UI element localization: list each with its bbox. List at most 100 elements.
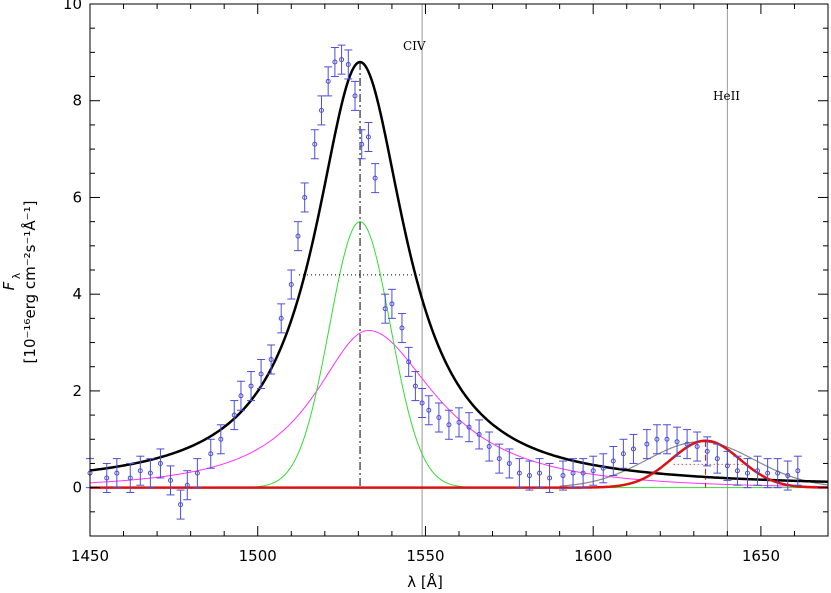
data-point bbox=[411, 371, 420, 402]
data-point bbox=[515, 458, 524, 489]
data-point bbox=[324, 66, 333, 97]
data-point bbox=[743, 458, 752, 489]
data-point bbox=[166, 465, 175, 496]
data-marker bbox=[664, 436, 670, 442]
x-tick-label: 1550 bbox=[406, 547, 444, 565]
data-point bbox=[146, 458, 155, 489]
data-point bbox=[793, 455, 802, 486]
y-tick-label: 10 bbox=[63, 0, 82, 13]
data-marker bbox=[785, 473, 791, 479]
data-marker bbox=[610, 458, 616, 464]
data-point bbox=[444, 409, 453, 440]
data-marker bbox=[570, 470, 576, 476]
data-marker bbox=[372, 175, 378, 181]
data-marker bbox=[694, 444, 700, 450]
data-marker bbox=[590, 468, 596, 474]
data-point bbox=[357, 129, 366, 160]
data-marker bbox=[339, 57, 345, 63]
data-point bbox=[619, 438, 628, 469]
data-point bbox=[126, 462, 135, 493]
data-marker bbox=[684, 441, 690, 447]
data-marker bbox=[734, 468, 740, 474]
data-point bbox=[330, 47, 339, 78]
data-marker bbox=[114, 470, 120, 476]
data-marker bbox=[714, 456, 720, 462]
data-marker bbox=[486, 444, 492, 450]
data-marker bbox=[104, 475, 110, 481]
data-marker bbox=[436, 415, 442, 421]
data-point bbox=[102, 462, 111, 493]
data-point bbox=[310, 129, 319, 160]
data-marker bbox=[137, 468, 143, 474]
data-marker bbox=[456, 419, 462, 425]
data-point bbox=[713, 443, 722, 474]
data-point bbox=[351, 80, 360, 111]
data-point bbox=[317, 95, 326, 126]
data-point bbox=[495, 443, 504, 474]
data-marker bbox=[184, 482, 190, 488]
data-marker bbox=[208, 451, 214, 457]
data-point bbox=[589, 455, 598, 486]
data-point bbox=[183, 470, 192, 501]
y-axis-symbol-main: F bbox=[0, 281, 18, 290]
data-marker bbox=[630, 446, 636, 452]
total-fit-curve bbox=[89, 60, 829, 484]
data-marker bbox=[194, 470, 200, 476]
data-marker bbox=[560, 473, 566, 479]
data-marker bbox=[775, 470, 781, 476]
y-tick-label: 8 bbox=[72, 92, 82, 110]
data-point bbox=[236, 380, 245, 411]
data-marker bbox=[352, 93, 358, 99]
data-marker bbox=[312, 141, 318, 147]
data-marker bbox=[399, 325, 405, 331]
data-marker bbox=[278, 315, 284, 321]
data-point bbox=[300, 182, 309, 213]
data-point bbox=[136, 455, 145, 486]
data-marker bbox=[466, 424, 472, 430]
data-marker bbox=[724, 463, 730, 469]
data-point bbox=[176, 489, 185, 520]
data-point bbox=[662, 424, 671, 455]
y-tick-label: 2 bbox=[72, 382, 82, 400]
data-point bbox=[773, 458, 782, 489]
data-marker bbox=[674, 439, 680, 445]
data-marker bbox=[268, 356, 274, 362]
data-marker bbox=[168, 477, 174, 483]
data-marker bbox=[419, 400, 425, 406]
data-marker bbox=[127, 475, 133, 481]
data-point bbox=[387, 288, 396, 319]
data-point bbox=[397, 313, 406, 344]
data-point bbox=[337, 44, 346, 75]
data-marker bbox=[654, 436, 660, 442]
heii-broad-curve bbox=[559, 441, 829, 487]
data-marker bbox=[302, 194, 308, 200]
data-marker bbox=[412, 383, 418, 389]
heii-fit-curve bbox=[90, 439, 829, 489]
data-marker bbox=[755, 468, 761, 474]
data-point bbox=[673, 426, 682, 457]
data-point bbox=[753, 455, 762, 486]
data-point bbox=[364, 121, 373, 153]
y-tick-label: 0 bbox=[72, 479, 82, 497]
data-marker bbox=[426, 407, 432, 413]
data-point bbox=[569, 458, 578, 489]
data-marker bbox=[506, 460, 512, 466]
data-marker bbox=[406, 359, 412, 365]
data-marker bbox=[318, 107, 324, 113]
data-point bbox=[267, 344, 276, 375]
data-marker bbox=[332, 59, 338, 65]
data-marker bbox=[238, 393, 244, 399]
x-tick-label: 1500 bbox=[239, 547, 277, 565]
data-point bbox=[418, 387, 427, 419]
data-point bbox=[404, 346, 413, 377]
heii-annotation: HeII bbox=[713, 89, 740, 103]
data-point bbox=[247, 371, 256, 402]
data-marker bbox=[389, 301, 395, 307]
tick-labels: 1450 1500 1550 1600 1650 0 2 4 6 8 10 bbox=[63, 0, 780, 565]
data-marker bbox=[288, 282, 294, 288]
y-axis-label: [10⁻¹⁶erg cm⁻²s⁻¹Å⁻¹] bbox=[20, 201, 39, 364]
x-tick-label: 1650 bbox=[742, 547, 780, 565]
data-point bbox=[277, 303, 286, 334]
data-point bbox=[733, 455, 742, 486]
data-marker bbox=[325, 78, 331, 84]
